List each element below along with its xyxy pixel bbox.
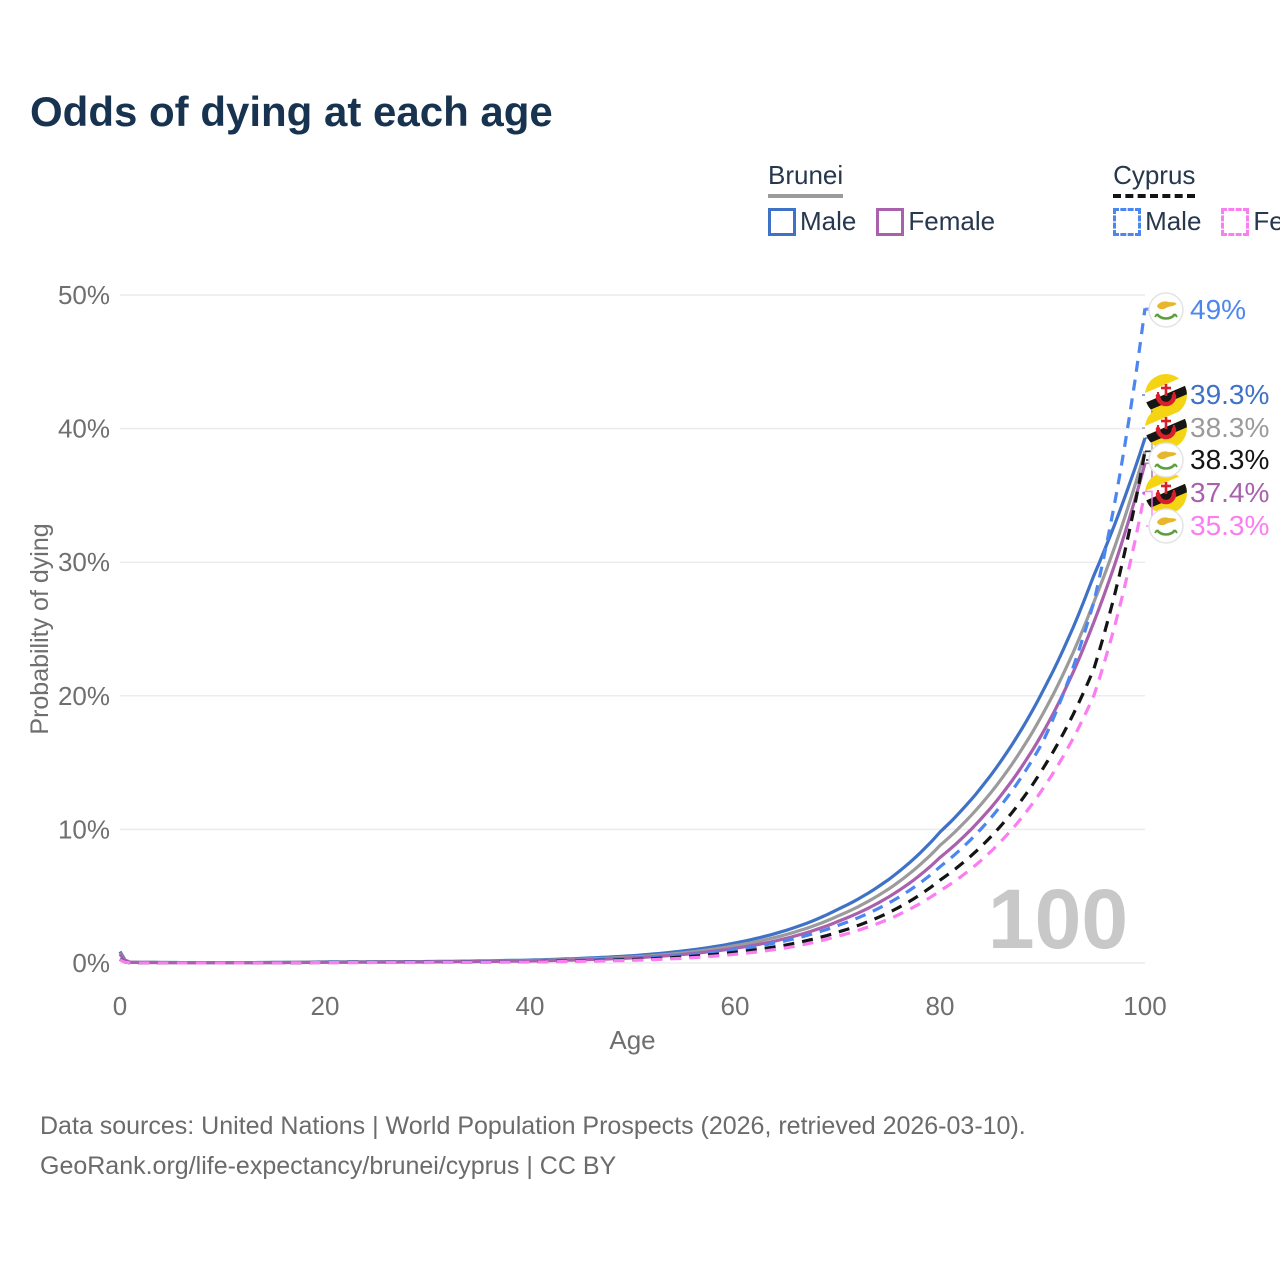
x-axis-title: Age <box>609 1025 655 1055</box>
x-tick-label: 0 <box>113 991 127 1021</box>
legend: Brunei Male Female Cyprus Male <box>768 160 1280 237</box>
end-label-brunei-female: 37.4% <box>1190 477 1269 508</box>
cyprus-male-swatch-icon <box>1113 207 1142 236</box>
x-tick-label: 20 <box>311 991 340 1021</box>
brunei-flag-icon <box>1139 407 1192 449</box>
legend-item-label: Male <box>800 206 857 236</box>
end-label-cyprus-female: 35.3% <box>1190 510 1269 541</box>
legend-country-brunei[interactable]: Brunei <box>768 160 844 198</box>
y-tick-label: 10% <box>58 814 110 844</box>
brunei-male-swatch-icon <box>768 207 796 236</box>
brunei-flag-icon <box>1139 472 1192 514</box>
brunei-female-swatch-icon <box>876 207 905 236</box>
legend-group-brunei: Brunei Male Female <box>768 160 995 237</box>
legend-country-cyprus[interactable]: Cyprus <box>1113 160 1196 198</box>
x-tick-label: 40 <box>516 991 545 1021</box>
end-label-brunei: 38.3% <box>1190 412 1269 443</box>
legend-item-label: Female <box>908 206 996 236</box>
footer-data-sources: Data sources: United Nations | World Pop… <box>40 1112 1026 1140</box>
cyprus-female-swatch-icon <box>1221 207 1250 236</box>
page-title: Odds of dying at each age <box>30 88 553 135</box>
footer: Data sources: United Nations | World Pop… <box>40 1106 1026 1186</box>
cyprus-flag-icon <box>1148 442 1184 478</box>
legend-items-brunei: Male Female <box>768 206 995 237</box>
cyprus-flag-icon <box>1148 292 1184 328</box>
legend-item-brunei-female[interactable]: Female <box>876 206 995 237</box>
cyprus-flag-icon <box>1148 508 1184 544</box>
legend-item-cyprus-male[interactable]: Male <box>1113 206 1201 237</box>
x-tick-label: 60 <box>721 991 750 1021</box>
legend-group-cyprus: Cyprus Male Female <box>1113 160 1280 237</box>
x-tick-label: 100 <box>1123 991 1166 1021</box>
x-tick-label: 80 <box>926 991 955 1021</box>
series-line-cyprus-male <box>119 308 1147 965</box>
series-line-cyprus-female <box>119 491 1147 965</box>
y-tick-label: 20% <box>58 681 110 711</box>
y-tick-label: 30% <box>58 547 110 577</box>
end-label-brunei-male: 39.3% <box>1190 379 1269 410</box>
legend-item-label: Male <box>1145 206 1202 236</box>
footer-attribution: GeoRank.org/life-expectancy/brunei/cypru… <box>40 1152 617 1180</box>
mortality-line-chart: 0% 10% 20% 30% 40% 50% 0 20 40 60 80 100 Age Probabil… <box>26 280 1269 1055</box>
y-tick-label: 0% <box>72 948 110 978</box>
age-watermark: 100 <box>988 872 1128 966</box>
brunei-flag-icon <box>1139 374 1192 416</box>
end-label-cyprus: 38.3% <box>1190 444 1269 475</box>
legend-item-brunei-male[interactable]: Male <box>768 206 856 237</box>
y-tick-label: 40% <box>58 414 110 444</box>
legend-items-cyprus: Male Female <box>1113 206 1280 237</box>
end-label-cyprus-male: 49% <box>1190 294 1246 325</box>
legend-item-cyprus-female[interactable]: Female <box>1221 206 1280 237</box>
y-tick-label: 50% <box>58 280 110 310</box>
legend-item-label: Female <box>1253 206 1280 236</box>
y-axis-title: Probability of dying <box>26 523 54 734</box>
